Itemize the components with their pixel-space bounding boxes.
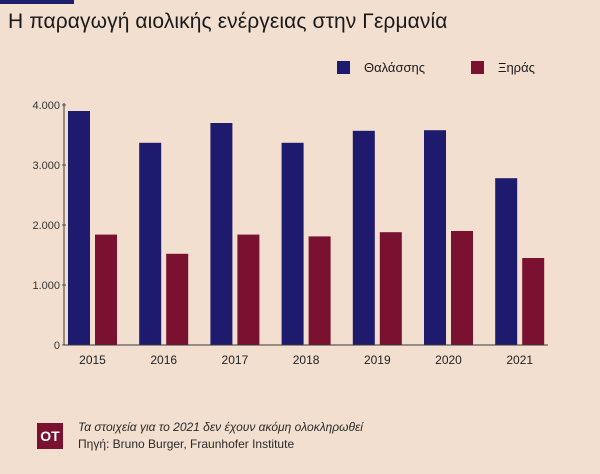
bar-onshore-2019 <box>379 232 402 345</box>
footer-note: Τα στοιχεία για το 2021 δεν έχουν ακόμη … <box>78 420 363 434</box>
bar-offshore-2020 <box>424 130 446 345</box>
bar-onshore-2015 <box>95 234 117 345</box>
chart-title: Η παραγωγή αιολικής ενέργειας στην Γερμα… <box>8 10 448 33</box>
legend-item-onshore: Ξηράς <box>471 60 535 75</box>
x-tick-label: 2021 <box>506 353 533 367</box>
bar-onshore-2018 <box>308 236 331 345</box>
y-tick-label: 2.000 <box>32 220 60 232</box>
bar-onshore-2016 <box>166 253 189 345</box>
legend-swatch-onshore <box>471 61 484 74</box>
bar-offshore-2016 <box>139 142 162 345</box>
y-tick-label: 1.000 <box>32 280 60 292</box>
legend-label-offshore: Θαλάσσης <box>364 60 425 75</box>
bar-offshore-2017 <box>210 123 233 345</box>
chart-legend: Θαλάσσης Ξηράς <box>0 58 600 78</box>
y-tick-label: 3.000 <box>32 160 60 172</box>
y-tick-label: 0 <box>54 340 60 352</box>
legend-swatch-offshore <box>337 61 350 74</box>
ot-logo: OT <box>37 423 63 449</box>
legend-label-onshore: Ξηράς <box>498 60 535 75</box>
x-tick-label: 2019 <box>364 353 391 367</box>
bar-chart: 0 1.000 2.000 3.000 4.000 2015 2016 2017 2018 201… <box>32 100 548 367</box>
x-tick-label: 2015 <box>79 353 106 367</box>
bar-onshore-2020 <box>451 231 473 345</box>
bar-offshore-2018 <box>281 142 304 345</box>
x-tick-label: 2020 <box>435 353 462 367</box>
x-tick-label: 2017 <box>222 353 249 367</box>
y-tick-label: 4.000 <box>32 100 60 112</box>
footer-source: Πηγή: Bruno Burger, Fraunhofer Institute <box>78 437 295 451</box>
bar-offshore-2015 <box>68 111 90 345</box>
bar-onshore-2021 <box>522 258 545 345</box>
x-tick-label: 2018 <box>293 353 320 367</box>
bar-onshore-2017 <box>237 234 260 345</box>
x-tick-label: 2016 <box>150 353 177 367</box>
bar-offshore-2019 <box>352 130 375 345</box>
bar-offshore-2021 <box>495 178 518 345</box>
top-accent-rule <box>0 0 74 4</box>
legend-item-offshore: Θαλάσσης <box>337 60 425 75</box>
